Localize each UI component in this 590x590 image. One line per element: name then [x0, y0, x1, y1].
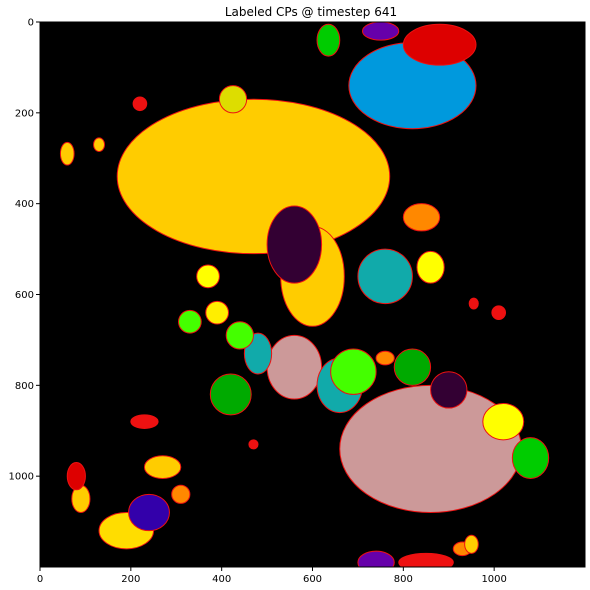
label-region — [93, 137, 105, 152]
y-axis: 0 200 400 600 800 1000 — [9, 18, 40, 483]
label-region — [248, 439, 259, 450]
plot-area — [39, 21, 586, 568]
label-region — [209, 373, 252, 416]
label-region — [266, 205, 323, 284]
y-tick-label: 200 — [15, 108, 34, 119]
x-tick-label: 800 — [394, 574, 413, 585]
label-region — [66, 462, 86, 491]
label-region — [402, 203, 441, 232]
x-axis: 0 200 400 600 800 1000 — [37, 567, 507, 585]
label-region — [130, 414, 159, 429]
label-region — [339, 384, 522, 513]
label-region — [132, 96, 148, 112]
x-tick-label: 400 — [212, 574, 231, 585]
x-tick-label: 200 — [121, 574, 140, 585]
x-tick-label: 600 — [303, 574, 322, 585]
x-tick-label: 0 — [37, 574, 43, 585]
y-tick-label: 400 — [15, 199, 34, 210]
label-region — [430, 371, 468, 409]
y-tick-label: 0 — [28, 18, 34, 29]
label-region — [398, 552, 454, 567]
label-region — [511, 437, 550, 479]
label-region — [361, 22, 400, 41]
label-region — [402, 23, 477, 66]
label-region — [375, 350, 395, 366]
label-region — [393, 348, 432, 386]
y-tick-label: 600 — [15, 290, 34, 301]
label-region — [218, 85, 248, 114]
label-region — [416, 250, 445, 284]
label-region — [196, 264, 220, 289]
label-region — [116, 98, 391, 255]
label-region — [128, 493, 170, 532]
y-tick-label: 1000 — [9, 472, 34, 483]
chart-title: Labeled CPs @ timestep 641 — [225, 5, 397, 19]
label-region — [225, 321, 254, 350]
label-region — [357, 550, 395, 567]
label-region — [178, 309, 202, 334]
x-tick-label: 1000 — [481, 574, 506, 585]
label-region — [482, 403, 525, 441]
label-region — [171, 484, 191, 504]
label-region — [59, 141, 75, 166]
label-region — [357, 248, 413, 305]
label-regions — [59, 22, 550, 567]
y-tick-label: 800 — [15, 381, 34, 392]
label-region — [491, 305, 507, 320]
label-region — [468, 297, 479, 310]
label-region — [266, 334, 323, 400]
label-region — [143, 455, 182, 479]
label-region — [330, 348, 377, 395]
label-region — [316, 23, 341, 57]
label-region — [205, 300, 229, 325]
label-region — [464, 534, 479, 554]
